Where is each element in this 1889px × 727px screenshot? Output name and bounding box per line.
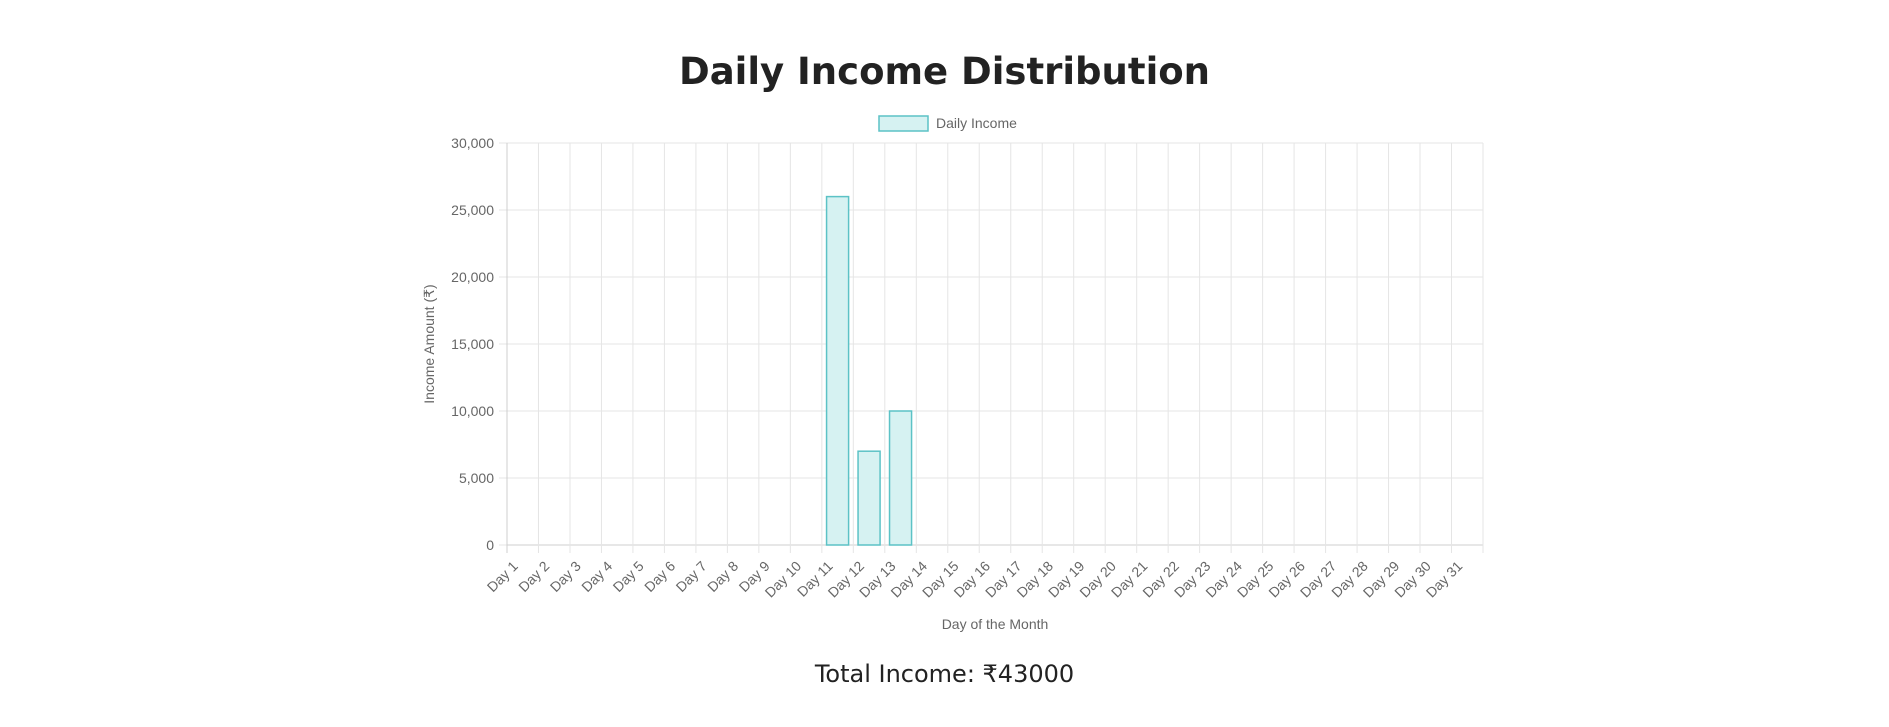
x-tick-label: Day 1 [484,558,521,595]
bars-layer [825,195,913,546]
x-tick-label: Day 4 [578,558,615,595]
y-tick-label: 15,000 [451,336,494,352]
bar[interactable] [888,410,913,546]
y-tick-label: 5,000 [459,470,494,486]
legend-label[interactable]: Daily Income [936,115,1017,131]
x-axis-title: Day of the Month [942,616,1049,632]
x-tick-label: Day 6 [641,558,678,595]
bar[interactable] [857,450,881,546]
x-tick-label: Day 31 [1423,558,1466,601]
x-tick-label: Day 10 [762,558,805,601]
total-income: Total Income: ₹43000 [814,660,1075,688]
axis-layer: 0 5,000 10,000 15,000 20,000 25,000 30,000 Day … [451,135,1465,600]
legend-swatch[interactable] [878,115,929,132]
y-tick-label: 25,000 [451,202,494,218]
page-title: Daily Income Distribution [678,50,1211,93]
bar[interactable] [825,195,850,546]
y-tick-label: 20,000 [451,269,494,285]
x-tick-label: Day 3 [547,558,584,595]
grid-layer [499,142,1484,553]
y-tick-label: 0 [486,537,494,553]
legend[interactable]: Daily Income [878,115,1017,132]
y-axis-title: Income Amount (₹) [421,284,437,403]
x-tick-label: Day 7 [673,558,710,595]
x-tick-label: Day 2 [515,558,552,595]
x-tick-label: Day 5 [610,558,647,595]
x-tick-label: Day 8 [704,558,741,595]
y-tick-label: 30,000 [451,135,494,151]
y-tick-label: 10,000 [451,403,494,419]
